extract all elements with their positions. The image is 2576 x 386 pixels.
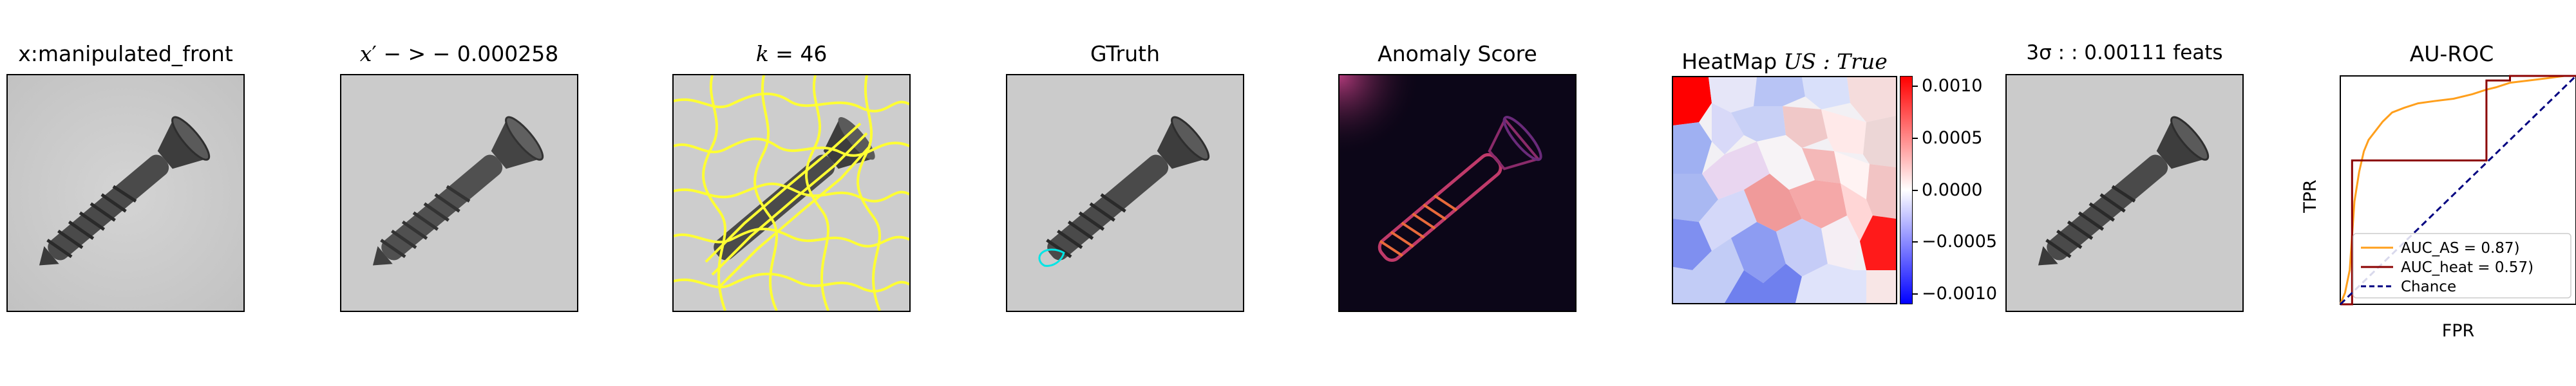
roc-series-line	[2339, 75, 2576, 305]
panel-title-3sigma: 3σ : : 0.00111 feats	[2026, 41, 2223, 64]
title-rest: = 46	[768, 41, 828, 66]
colorbar-tick-mark	[1913, 137, 1918, 139]
roc-plot-area: AUC_AS = 0.87) AUC_heat = 0.57) Chance	[2339, 75, 2576, 306]
title-italic-k: k	[755, 41, 769, 66]
colorbar-tick-label: −0.0010	[1922, 283, 1998, 304]
colorbar-tick-label: 0.0010	[1922, 76, 1983, 96]
panel-title-auroc: AU-ROC	[2409, 41, 2494, 66]
roc-x-axis-label: FPR	[2442, 321, 2475, 341]
panel-title-anomaly-score: Anomaly Score	[1378, 41, 1537, 66]
input-image	[6, 74, 245, 312]
colorbar-tick-label: 0.0000	[1922, 179, 1983, 200]
panel-title-gtruth: GTruth	[1090, 41, 1160, 66]
screw-image-2	[341, 75, 577, 311]
three-sigma-image	[2005, 74, 2244, 312]
heatmap-colorbar	[1900, 76, 1913, 304]
panel-title-k: k = 46	[672, 41, 911, 66]
colorbar-tick-mark	[1913, 293, 1918, 295]
title-italic-us: US : True	[1783, 49, 1888, 74]
colorbar-tick-mark	[1913, 86, 1918, 87]
screw-image-4	[1007, 75, 1243, 311]
colorbar-tick-label: −0.0005	[1922, 232, 1998, 252]
roc-legend-label: AUC_heat = 0.57)	[2401, 259, 2533, 276]
panel-title-adv-diff: x′ − > − 0.000258	[340, 41, 578, 66]
title-plain: HeatMap	[1681, 49, 1784, 74]
colorbar-tick-mark	[1913, 241, 1918, 243]
roc-series-line	[2340, 75, 2576, 306]
anomaly-map	[1340, 75, 1575, 311]
ground-truth-image	[1006, 74, 1244, 312]
colorbar-tick-label: 0.0005	[1922, 127, 1983, 148]
screw-image-7	[2007, 75, 2242, 311]
title-italic-x: x	[359, 41, 372, 66]
roc-legend	[2353, 233, 2571, 299]
heatmap-canvas	[1673, 77, 1896, 303]
screw-image-1	[8, 75, 243, 311]
panel-title-heatmap: HeatMap US : True	[1672, 49, 1897, 74]
colorbar-tick-mark	[1913, 189, 1918, 191]
gt-contour	[1038, 248, 1065, 267]
heatmap-image	[1672, 76, 1897, 304]
roc-y-axis-label: TPR	[2300, 179, 2320, 214]
roc-chart: TPR FPR AUC_AS = 0.87) AUC_heat = 0.57) Ch…	[2300, 75, 2576, 341]
roc-legend-label: AUC_AS = 0.87)	[2401, 240, 2520, 257]
title-rest: ′ − > − 0.000258	[372, 41, 559, 66]
superpixel-boundaries	[674, 75, 909, 311]
roc-legend-label: Chance	[2401, 279, 2456, 295]
anomaly-score-image	[1338, 74, 1577, 312]
adversarial-image	[340, 74, 578, 312]
superpixel-image	[672, 74, 911, 312]
panel-title-input: x:manipulated_front	[18, 41, 233, 66]
screw-image-3	[674, 75, 909, 311]
